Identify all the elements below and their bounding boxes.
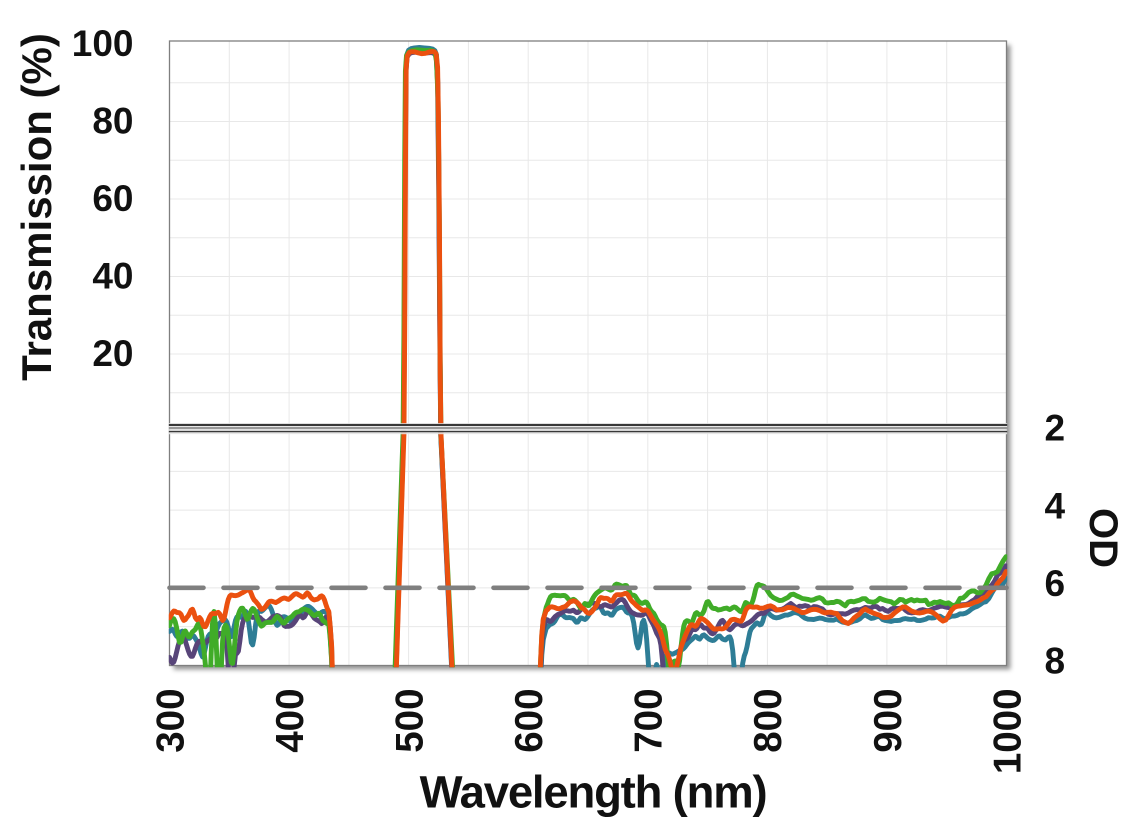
svg-text:80: 80 bbox=[92, 100, 133, 141]
svg-text:Wavelength (nm): Wavelength (nm) bbox=[420, 767, 767, 818]
svg-text:6: 6 bbox=[1045, 563, 1066, 604]
svg-text:800: 800 bbox=[747, 689, 790, 753]
svg-text:400: 400 bbox=[269, 689, 312, 753]
svg-text:1000: 1000 bbox=[986, 689, 1029, 775]
svg-text:40: 40 bbox=[92, 255, 133, 296]
svg-text:20: 20 bbox=[92, 333, 133, 374]
svg-text:8: 8 bbox=[1045, 641, 1066, 682]
svg-text:60: 60 bbox=[92, 178, 133, 219]
svg-text:600: 600 bbox=[508, 689, 551, 753]
svg-text:4: 4 bbox=[1045, 485, 1066, 526]
svg-text:700: 700 bbox=[628, 689, 671, 753]
svg-text:OD: OD bbox=[1081, 508, 1125, 568]
svg-text:Transmission (%): Transmission (%) bbox=[13, 33, 60, 381]
svg-text:100: 100 bbox=[72, 23, 134, 64]
svg-text:300: 300 bbox=[149, 689, 192, 753]
svg-text:2: 2 bbox=[1045, 408, 1066, 449]
svg-text:500: 500 bbox=[389, 689, 432, 753]
svg-text:900: 900 bbox=[867, 689, 910, 753]
